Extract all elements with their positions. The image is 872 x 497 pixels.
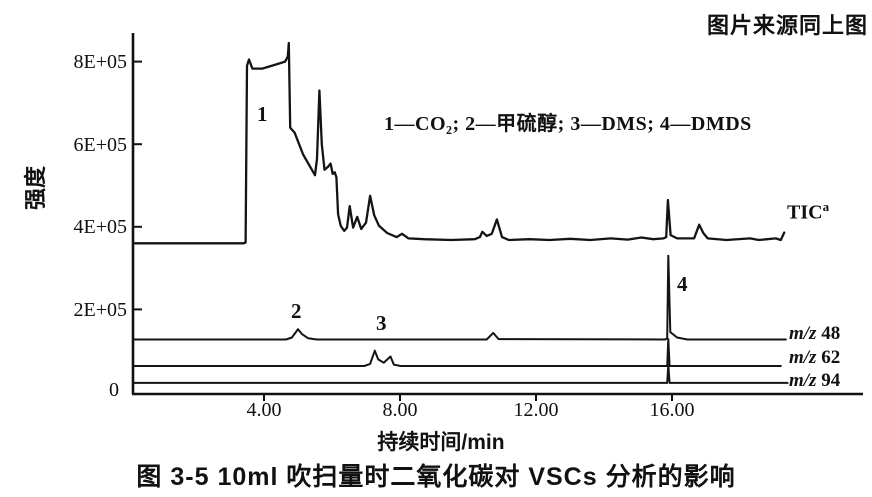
trace-label-tic: TICa (787, 199, 829, 225)
y-tick-label-0: 0 (109, 379, 119, 401)
trace-label-tic-footnote: a (822, 199, 830, 214)
x-axis-title: 持续时间/min (377, 431, 505, 454)
axis-ticks (133, 60, 673, 401)
trace-label-mz94: m/z 94 (789, 370, 840, 392)
trace-label-mz62: m/z 62 (789, 347, 840, 369)
peak-marker-2: 2 (291, 299, 302, 323)
peak-marker-3: 3 (376, 311, 387, 335)
y-tick-label-8e05: 8E+05 (73, 51, 128, 73)
x-tick-label-8: 8.00 (382, 399, 418, 421)
figure-caption: 图 3-5 10ml 吹扫量时二氧化碳对 VSCs 分析的影响 (136, 463, 736, 491)
chromatogram-traces (131, 41, 789, 384)
trace-tic (131, 41, 786, 245)
mz-value: 62 (821, 347, 841, 368)
x-tick-label-4: 4.00 (246, 399, 282, 421)
x-tick-label-12: 12.00 (513, 399, 559, 421)
y-tick-label-2e05: 2E+05 (73, 299, 128, 321)
peak-marker-1: 1 (257, 102, 268, 126)
y-tick-label-4e05: 4E+05 (73, 216, 128, 238)
trace-mz48 (132, 254, 787, 341)
trace-mz62 (132, 338, 782, 367)
y-axis-title: 强度 (23, 166, 48, 211)
mz-symbol: m/z (789, 370, 817, 391)
trace-label-tic-text: TIC (787, 201, 823, 224)
x-tick-label-16: 16.00 (649, 399, 695, 421)
trace-mz94 (132, 363, 789, 384)
trace-label-mz48: m/z 48 (789, 323, 840, 345)
mz-symbol: m/z (789, 347, 817, 368)
mz-value: 48 (821, 323, 841, 344)
mz-symbol: m/z (789, 323, 817, 344)
mz-value: 94 (821, 370, 841, 391)
peak-marker-4: 4 (677, 272, 688, 296)
peak-legend: 1—CO₂; 2—甲硫醇; 3—DMS; 4—DMDS (384, 113, 752, 135)
source-note: 图片来源同上图 (706, 13, 868, 38)
y-tick-label-6e05: 6E+05 (73, 134, 128, 156)
